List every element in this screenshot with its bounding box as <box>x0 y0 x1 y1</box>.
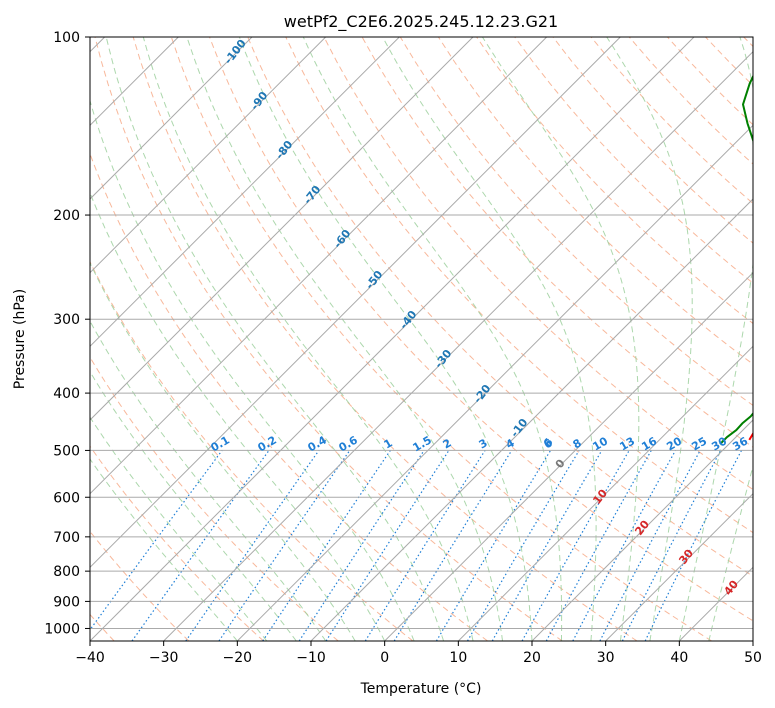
isotherm-line <box>384 271 753 641</box>
y-tick-label: 900 <box>53 594 80 610</box>
x-tick-label: −10 <box>296 650 326 666</box>
isotherm-line <box>310 198 753 641</box>
y-tick-label: 300 <box>53 312 80 328</box>
moist-adiabat-line <box>382 37 597 641</box>
moist-adiabat-line <box>105 37 445 641</box>
dry-adiabat-line <box>90 260 414 641</box>
moist-adiabat-line <box>90 261 356 641</box>
mixing-ratio-line <box>572 450 677 641</box>
y-tick-label: 200 <box>53 208 80 224</box>
mixing-ratio-line <box>325 450 450 641</box>
chart-title: wetPf2_C2E6.2025.245.12.23.G21 <box>284 12 558 32</box>
moist-adiabat-line <box>90 416 268 641</box>
x-tick-label: −30 <box>149 650 179 666</box>
x-tick-label: 10 <box>449 650 467 666</box>
x-tick-label: −40 <box>75 650 105 666</box>
isotherm-line <box>531 419 753 641</box>
dry-adiabat-line <box>323 37 753 491</box>
isotherm-line <box>236 124 753 641</box>
isotherm-line <box>90 37 474 421</box>
dry-adiabat-line <box>94 37 563 641</box>
moist-adiabat-line <box>302 37 563 641</box>
moist-adiabat-line <box>238 37 533 641</box>
mixing-ratio-line <box>298 450 425 641</box>
pressure-gridlines <box>90 37 753 629</box>
isotherm-line <box>90 37 400 348</box>
mixing-ratio-line <box>521 450 630 641</box>
dry-adiabat-line <box>209 37 753 622</box>
mixing-ratio-lines <box>90 450 743 641</box>
moist-adiabat-line <box>90 458 238 641</box>
dry-adiabat-line <box>132 37 638 641</box>
mixing-ratio-line <box>393 450 513 641</box>
isotherm-line <box>163 50 753 641</box>
moist-adiabat-line <box>186 37 503 641</box>
mixing-ratio-line <box>621 450 722 641</box>
x-axis-ticks: −40 −30 −20 −10 0 10 20 30 40 50 <box>75 641 762 666</box>
x-tick-label: 50 <box>744 650 762 666</box>
dry-adiabats <box>90 37 753 641</box>
y-axis-title: Pressure (hPa) <box>12 289 28 389</box>
moist-adiabat-line <box>606 37 693 641</box>
skewed-isotherms <box>90 37 753 641</box>
dry-adiabat-line <box>170 37 712 641</box>
moist-adiabat-line <box>708 464 753 641</box>
y-tick-label: 600 <box>53 490 80 506</box>
moist-adiabat-line <box>142 37 474 641</box>
moist-adiabat-line <box>90 320 327 641</box>
dry-adiabat-line <box>476 37 753 325</box>
dry-adiabat-line <box>285 37 753 534</box>
x-tick-label: 40 <box>670 650 688 666</box>
x-tick-label: 20 <box>523 650 541 666</box>
y-tick-label: 100 <box>53 30 80 46</box>
y-tick-label: 500 <box>53 443 80 459</box>
isotherm-line <box>90 37 327 274</box>
y-axis-ticks: 100 200 300 400 500 600 700 800 900 1000 <box>44 30 90 637</box>
dry-adiabat-line <box>90 356 339 641</box>
isotherm-line <box>90 37 695 641</box>
isotherm-line <box>90 37 548 495</box>
x-tick-label: 30 <box>597 650 615 666</box>
dry-adiabat-line <box>247 37 753 577</box>
moist-adiabat-line <box>90 191 386 641</box>
isotherm-line <box>90 37 253 200</box>
plot-area: 0.1 0.2 0.4 0.6 1 1.5 2 3 4 6 8 10 13 16 20 25 30 36-100-… <box>90 37 753 641</box>
y-tick-label: 400 <box>53 386 80 402</box>
x-axis-title: Temperature (°C) <box>360 681 482 697</box>
mixing-ratio-line <box>262 450 391 641</box>
mixing-ratio-line <box>218 450 351 641</box>
isotherm-line <box>90 37 621 569</box>
y-tick-label: 1000 <box>44 621 80 637</box>
x-tick-label: 0 <box>380 650 389 666</box>
moist-adiabat-line <box>90 370 297 641</box>
y-tick-label: 700 <box>53 530 80 546</box>
dry-adiabat-line <box>90 445 264 641</box>
moist-adiabat-line <box>481 37 640 641</box>
mixing-ratio-line <box>644 450 743 641</box>
moist-adiabat-line <box>678 37 753 641</box>
y-tick-label: 800 <box>53 564 80 580</box>
x-tick-label: −20 <box>223 650 253 666</box>
mixing-ratio-line <box>90 450 223 631</box>
dry-adiabat-line <box>514 37 753 284</box>
isotherm-line <box>457 345 753 641</box>
mixing-ratio-line <box>545 450 652 641</box>
mixing-ratio-line <box>185 450 320 641</box>
isotherm-line <box>605 492 753 641</box>
plot-frame <box>89 36 754 642</box>
